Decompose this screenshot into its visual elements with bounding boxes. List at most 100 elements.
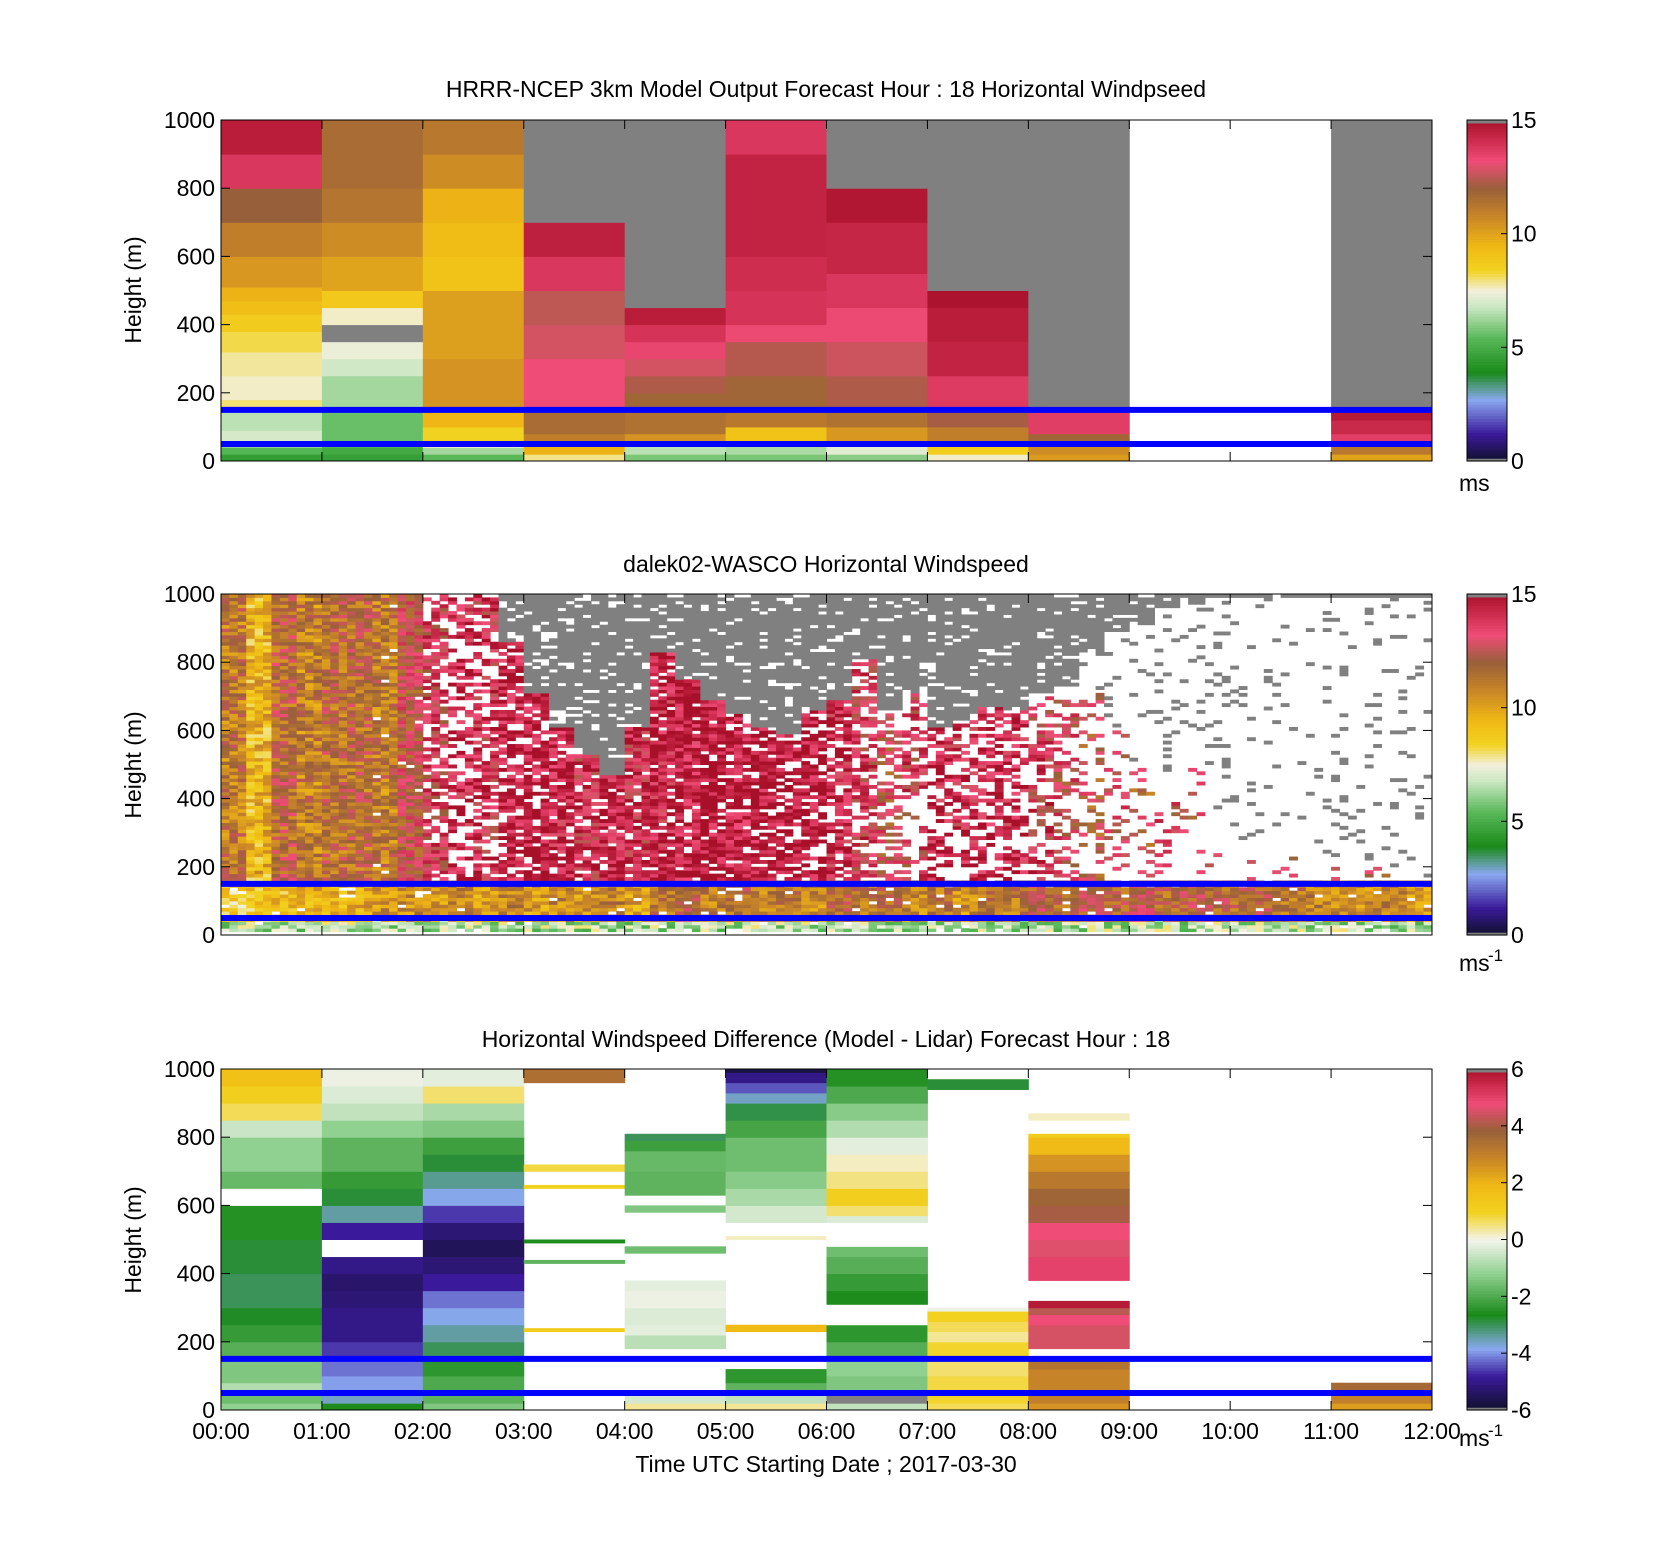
heatmap-cell	[666, 604, 676, 609]
heatmap-cell	[263, 696, 272, 701]
heatmap-cell	[565, 682, 575, 687]
heatmap-cell	[624, 737, 634, 742]
heatmap-cell	[406, 720, 415, 725]
heatmap-cell	[548, 675, 558, 680]
heatmap-cell	[389, 795, 399, 800]
heatmap-cell	[582, 767, 592, 772]
heatmap-cell	[330, 788, 340, 793]
heatmap-cell	[389, 894, 399, 898]
heatmap-cell	[649, 815, 659, 820]
heatmap-cell	[363, 856, 373, 861]
heatmap-cell	[658, 617, 668, 622]
colorbar-tick-label: 5	[1511, 334, 1524, 360]
heatmap-cell	[313, 716, 323, 721]
heatmap-cell	[641, 655, 651, 660]
heatmap-cell	[355, 781, 365, 786]
heatmap-cell	[363, 672, 373, 677]
heatmap-cell	[288, 819, 298, 823]
heatmap-cell	[380, 781, 390, 786]
heatmap-cell	[582, 904, 592, 909]
heatmap-cell	[271, 682, 281, 687]
heatmap-cell	[532, 791, 542, 796]
heatmap-cell	[599, 921, 609, 926]
heatmap-cell	[448, 924, 457, 929]
heatmap-cell	[406, 665, 415, 670]
heatmap-cell	[599, 682, 609, 687]
heatmap-cell	[473, 631, 483, 636]
heatmap-cell	[557, 924, 567, 929]
heatmap-cell	[557, 784, 567, 789]
heatmap-cell	[448, 870, 457, 875]
heatmap-cell	[439, 733, 449, 738]
heatmap-cell	[380, 911, 390, 916]
heatmap-cell	[221, 897, 230, 902]
heatmap-cell	[523, 842, 533, 847]
heatmap-cell	[675, 825, 685, 830]
colorbar-segment	[1467, 253, 1507, 257]
heatmap-cell	[675, 863, 685, 868]
heatmap-cell	[347, 798, 357, 803]
heatmap-cell	[355, 750, 365, 755]
heatmap-cell	[607, 771, 617, 776]
heatmap-cell	[649, 784, 659, 789]
heatmap-cell	[515, 900, 525, 905]
heatmap-cell	[279, 631, 289, 636]
heatmap-cell	[506, 682, 516, 687]
heatmap-cell	[347, 754, 357, 759]
heatmap-cell	[246, 767, 256, 772]
heatmap-cell	[296, 904, 306, 909]
heatmap-cell	[254, 767, 264, 772]
heatmap-cell	[246, 706, 256, 711]
heatmap-cell	[422, 798, 432, 803]
heatmap-cell	[380, 856, 390, 861]
heatmap-cell	[448, 669, 457, 673]
heatmap-cell	[422, 788, 432, 793]
heatmap-cell	[506, 658, 516, 663]
heatmap-cell	[229, 849, 239, 854]
heatmap-cell	[591, 679, 600, 684]
heatmap-cell	[431, 894, 441, 898]
heatmap-cell	[406, 822, 415, 827]
heatmap-cell	[582, 730, 592, 735]
heatmap-cell	[641, 699, 651, 704]
heatmap-cell	[254, 747, 264, 752]
heatmap-cell	[565, 853, 575, 858]
heatmap-cell	[380, 730, 390, 735]
heatmap-cell	[237, 849, 247, 854]
heatmap-cell	[263, 621, 272, 626]
heatmap-cell	[414, 798, 424, 803]
heatmap-cell	[279, 812, 289, 817]
heatmap-cell	[321, 771, 331, 776]
heatmap-cell	[296, 604, 306, 609]
heatmap-cell	[523, 651, 533, 656]
heatmap-cell	[675, 761, 685, 765]
heatmap-cell	[279, 887, 289, 892]
heatmap-cell	[305, 805, 315, 810]
heatmap-cell	[666, 611, 676, 615]
heatmap-cell	[237, 645, 247, 650]
heatmap-cell	[355, 651, 365, 656]
heatmap-cell	[607, 859, 617, 864]
heatmap-cell	[246, 788, 256, 793]
heatmap-cell	[305, 894, 315, 898]
heatmap-cell	[481, 716, 491, 721]
heatmap-cell	[557, 750, 567, 755]
heatmap-cell	[229, 713, 239, 718]
heatmap-cell	[473, 866, 483, 871]
heatmap-cell	[557, 808, 567, 813]
heatmap-cell	[641, 764, 651, 769]
heatmap-cell	[389, 815, 399, 820]
heatmap-cell	[557, 832, 567, 837]
heatmap-cell	[330, 904, 340, 909]
heatmap-cell	[675, 911, 685, 916]
heatmap-cell	[296, 614, 306, 619]
heatmap-cell	[481, 634, 491, 639]
heatmap-cell	[229, 730, 239, 735]
heatmap-cell	[498, 836, 508, 841]
heatmap-cell	[397, 750, 407, 755]
heatmap-cell	[607, 723, 617, 728]
heatmap-cell	[389, 784, 399, 789]
heatmap-cell	[313, 737, 323, 742]
heatmap-cell	[372, 859, 382, 864]
heatmap-cell	[481, 873, 491, 878]
